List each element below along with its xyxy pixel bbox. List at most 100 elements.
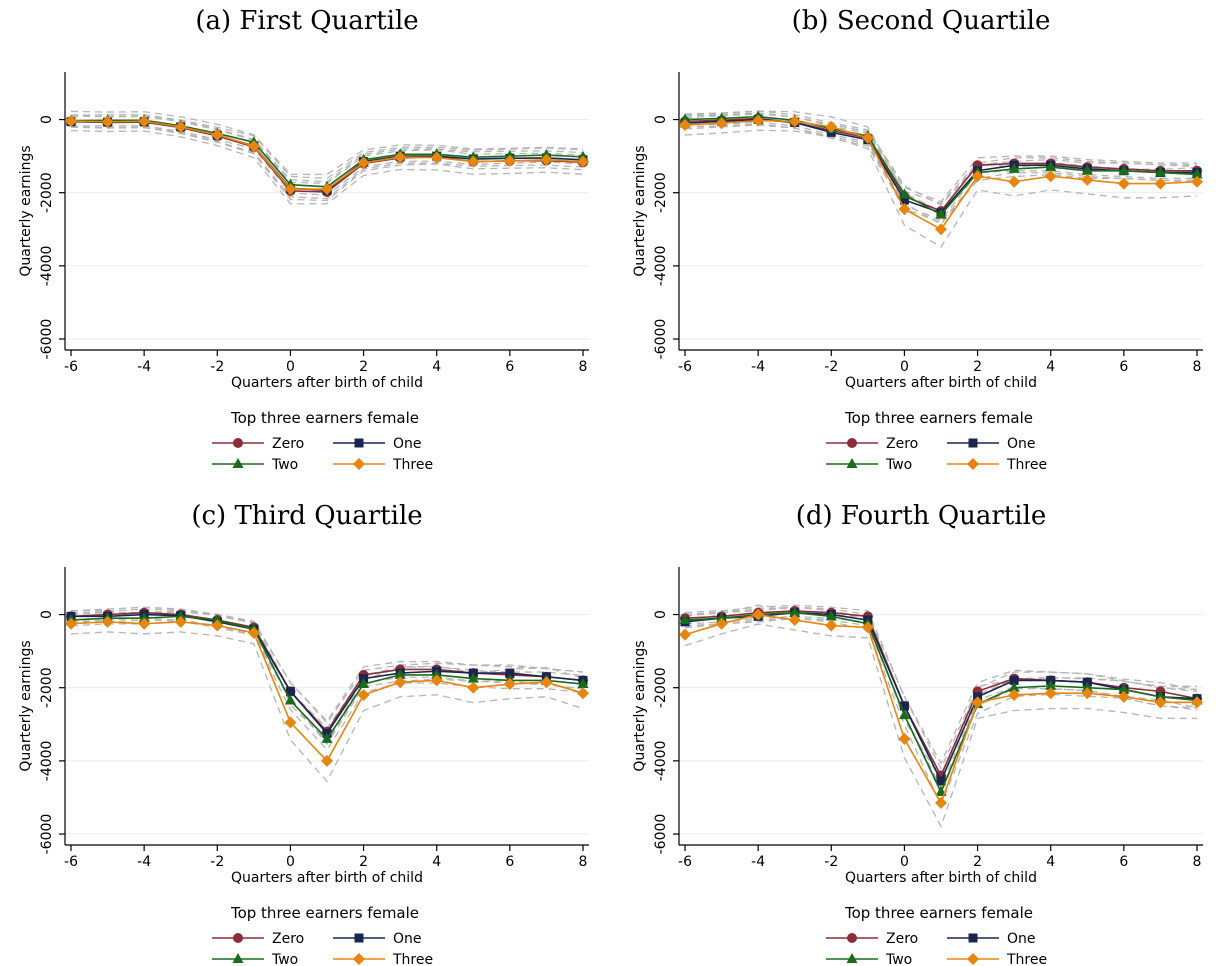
- y-tick-label: -4000: [39, 741, 55, 782]
- x-tick-label: 2: [359, 359, 368, 375]
- legend-marker-two: [846, 953, 858, 963]
- data-point-two: [284, 694, 296, 705]
- data-point-two: [1154, 166, 1166, 177]
- data-point-three: [174, 120, 187, 133]
- data-point-three: [321, 183, 333, 196]
- data-point-two: [789, 606, 801, 617]
- x-axis-label: Quarters after birth of child: [845, 375, 1037, 391]
- data-point-three: [861, 621, 874, 634]
- confidence-band-line: [684, 110, 1198, 206]
- data-point-three: [247, 140, 260, 153]
- data-point-three: [1191, 696, 1203, 709]
- y-tick-label: -4000: [653, 741, 669, 782]
- data-point-two: [679, 113, 691, 124]
- legend-marker-two: [232, 458, 244, 468]
- data-point-two: [211, 614, 223, 625]
- data-point-two: [1118, 683, 1130, 694]
- legend-label-zero: Zero: [886, 436, 918, 452]
- data-point-three: [101, 115, 114, 128]
- chart-title: (a) First Quartile: [195, 6, 418, 36]
- x-tick-label: 2: [973, 854, 982, 870]
- data-point-two: [577, 678, 589, 689]
- confidence-band-line: [70, 606, 584, 723]
- confidence-band-line: [684, 604, 1198, 765]
- data-point-three: [1008, 175, 1021, 188]
- x-tick-label: -2: [824, 359, 838, 375]
- data-point-two: [321, 732, 333, 743]
- data-point-three: [540, 676, 553, 689]
- y-tick-label: -2000: [39, 667, 55, 708]
- x-tick-label: -2: [210, 854, 224, 870]
- data-point-three: [101, 615, 114, 628]
- confidence-band-line: [684, 123, 1197, 222]
- legend: Top three earners female Zero One Two Three: [212, 904, 433, 966]
- x-tick-label: 8: [1193, 359, 1202, 375]
- y-tick-label: -2000: [39, 172, 55, 213]
- y-tick-label: 0: [39, 610, 55, 619]
- data-point-two: [1118, 164, 1130, 175]
- data-point-two: [467, 672, 479, 683]
- x-tick-label: -2: [210, 359, 224, 375]
- x-axis-label: Quarters after birth of child: [231, 375, 423, 391]
- data-point-three: [211, 619, 224, 632]
- chart-panel-3: (c) Third Quartile 0 -2000 -4000 -6000 -6 -4 -2…: [18, 501, 589, 966]
- x-tick-label: -4: [137, 359, 151, 375]
- data-point-three: [898, 203, 911, 216]
- confidence-band-line: [684, 623, 1197, 829]
- data-point-three: [971, 170, 984, 183]
- legend-label-three: Three: [392, 952, 433, 966]
- data-point-three: [971, 696, 984, 709]
- data-point-two: [358, 678, 370, 689]
- data-point-two: [1045, 161, 1057, 172]
- data-point-two: [825, 610, 837, 621]
- chart-panel-1: (a) First Quartile 0 -2000 -4000 -6000 -6 -4 -2…: [18, 6, 589, 473]
- x-axis-label: Quarters after birth of child: [845, 870, 1037, 886]
- legend-label-zero: Zero: [886, 931, 918, 947]
- x-tick-label: 2: [973, 359, 982, 375]
- data-point-three: [1044, 687, 1057, 700]
- y-tick-label: -4000: [39, 246, 55, 287]
- legend-marker-two: [846, 458, 858, 468]
- data-point-one: [285, 686, 295, 696]
- data-point-two: [1154, 690, 1166, 701]
- data-point-two: [1081, 164, 1093, 175]
- series-line-two: [70, 119, 584, 188]
- data-point-two: [1008, 681, 1020, 692]
- legend-marker-three: [967, 458, 979, 470]
- data-point-two: [935, 208, 947, 219]
- data-point-three: [65, 115, 77, 128]
- data-point-three: [65, 617, 77, 630]
- x-axis-label: Quarters after birth of child: [231, 870, 423, 886]
- data-point-three: [357, 156, 370, 169]
- data-point-three: [679, 628, 691, 641]
- confidence-band-line: [684, 110, 1198, 213]
- confidence-band-line: [684, 129, 1198, 248]
- data-point-one: [899, 195, 909, 205]
- data-point-three: [1154, 696, 1167, 709]
- y-axis-label: Quarterly earnings: [632, 145, 648, 276]
- legend: Top three earners female Zero One Two Three: [212, 409, 433, 473]
- data-point-three: [679, 119, 691, 132]
- data-point-three: [430, 151, 443, 164]
- data-point-three: [247, 626, 260, 639]
- confidence-band-line: [70, 114, 584, 180]
- x-tick-label: 2: [359, 854, 368, 870]
- x-tick-label: 0: [286, 854, 295, 870]
- legend-marker-one: [968, 933, 978, 943]
- data-point-three: [1081, 687, 1094, 700]
- y-tick-label: -4000: [653, 246, 669, 287]
- data-point-three: [825, 619, 838, 632]
- legend-marker-one: [354, 933, 364, 943]
- legend-label-two: Two: [885, 952, 912, 966]
- legend-label-one: One: [1007, 931, 1036, 947]
- y-tick-label: -2000: [653, 667, 669, 708]
- x-tick-label: 8: [1193, 854, 1202, 870]
- confidence-band-line: [70, 631, 584, 783]
- x-tick-label: 4: [1046, 854, 1055, 870]
- data-point-three: [503, 154, 516, 167]
- legend-label-three: Three: [392, 457, 433, 473]
- y-tick-label: 0: [653, 610, 669, 619]
- y-tick-label: 0: [39, 115, 55, 124]
- legend-label-two: Two: [271, 952, 298, 966]
